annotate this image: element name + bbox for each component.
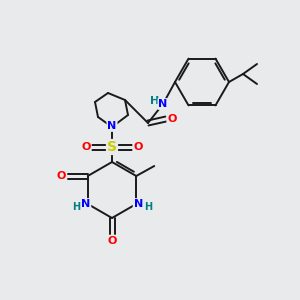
Text: N: N [134, 199, 143, 209]
Text: N: N [158, 99, 168, 109]
Text: O: O [81, 142, 91, 152]
Text: O: O [107, 236, 117, 246]
Text: H: H [144, 202, 152, 212]
Text: H: H [72, 202, 80, 212]
Text: O: O [56, 171, 65, 181]
Text: O: O [167, 114, 177, 124]
Text: H: H [150, 96, 160, 106]
Text: N: N [81, 199, 90, 209]
Text: N: N [107, 121, 117, 131]
Text: O: O [133, 142, 143, 152]
Text: S: S [107, 140, 117, 154]
